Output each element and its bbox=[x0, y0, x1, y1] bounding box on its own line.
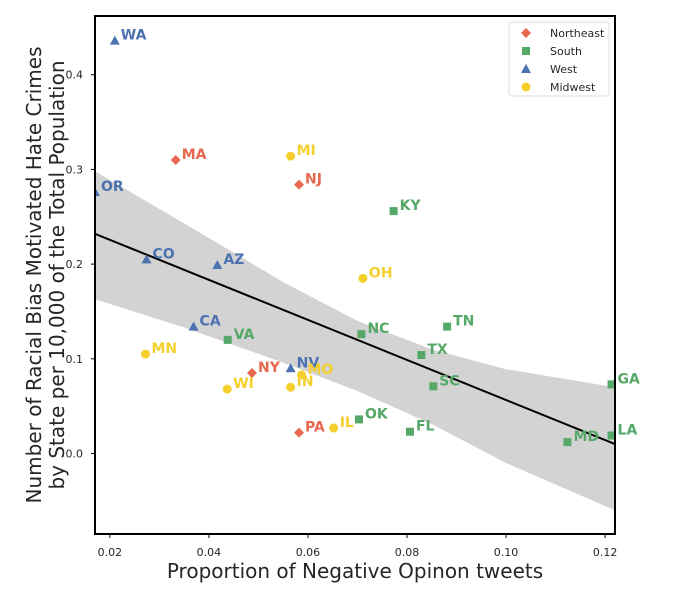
point-ky bbox=[389, 207, 398, 216]
legend: Northeast South West Midwest bbox=[508, 21, 610, 97]
point-in bbox=[286, 382, 296, 392]
legend-marker-south bbox=[522, 47, 530, 55]
legend-label-northeast: Northeast bbox=[550, 27, 605, 40]
point-md bbox=[563, 438, 572, 447]
label-mi: MI bbox=[297, 143, 316, 159]
x-tick-label: 0.10 bbox=[494, 546, 519, 559]
y-tick-label: 0.4 bbox=[66, 69, 84, 82]
label-ga: GA bbox=[618, 371, 640, 387]
label-va: VA bbox=[234, 327, 255, 343]
x-tick-label: 0.02 bbox=[98, 546, 123, 559]
y-axis-label-line-2: by State per 10,000 of the Total Populat… bbox=[45, 60, 69, 489]
label-ny: NY bbox=[258, 360, 281, 376]
point-ok bbox=[354, 415, 363, 424]
point-wi bbox=[222, 384, 232, 394]
point-wa bbox=[109, 35, 120, 45]
plot-frame bbox=[94, 15, 616, 535]
point-ga bbox=[607, 380, 615, 389]
label-wi: WI bbox=[233, 376, 254, 392]
label-nv: NV bbox=[297, 355, 320, 371]
legend-label-south: South bbox=[550, 45, 582, 58]
label-il: IL bbox=[340, 415, 354, 431]
point-nv bbox=[285, 363, 296, 373]
y-tick-label: 0.2 bbox=[66, 258, 84, 271]
legend-label-midwest: Midwest bbox=[550, 81, 596, 94]
data-points bbox=[95, 35, 615, 447]
point-ny bbox=[246, 368, 257, 379]
point-ca bbox=[188, 321, 199, 331]
label-in: IN bbox=[297, 374, 314, 390]
point-or bbox=[95, 187, 100, 197]
label-md: MD bbox=[573, 429, 599, 445]
point-la bbox=[607, 431, 615, 440]
label-la: LA bbox=[618, 423, 638, 439]
legend-label-west: West bbox=[550, 63, 578, 76]
label-oh: OH bbox=[369, 265, 393, 281]
x-tick-label: 0.04 bbox=[197, 546, 222, 559]
label-ma: MA bbox=[182, 147, 207, 163]
x-tick-label: 0.06 bbox=[296, 546, 321, 559]
point-il bbox=[329, 423, 339, 433]
point-nj bbox=[294, 179, 305, 190]
point-sc bbox=[429, 382, 438, 391]
y-axis-ticks: 0.0 0.1 0.2 0.3 0.4 bbox=[66, 69, 95, 461]
label-az: AZ bbox=[223, 252, 244, 268]
label-ky: KY bbox=[400, 198, 422, 214]
regression-line bbox=[95, 232, 615, 445]
x-axis-ticks: 0.02 0.04 0.06 0.08 0.10 0.12 bbox=[98, 534, 618, 559]
legend-box bbox=[508, 21, 610, 97]
y-tick-label: 0.0 bbox=[66, 448, 84, 461]
label-wa: WA bbox=[121, 28, 147, 44]
confidence-band bbox=[95, 171, 615, 511]
point-oh bbox=[358, 273, 368, 283]
legend-marker-midwest bbox=[521, 82, 531, 92]
label-co: CO bbox=[153, 246, 175, 262]
label-tx: TX bbox=[427, 342, 448, 358]
label-mo: MO bbox=[308, 362, 334, 378]
point-va bbox=[223, 335, 232, 344]
state-labels: MA NJ NY PA KY VA NC TN TX SC OK FL GA MD LA WA OR CO AZ CA… bbox=[101, 28, 640, 446]
x-tick-label: 0.12 bbox=[593, 546, 618, 559]
label-tn: TN bbox=[453, 314, 474, 330]
point-ma bbox=[170, 154, 181, 165]
point-co bbox=[141, 254, 152, 264]
label-nc: NC bbox=[367, 321, 389, 337]
label-or: OR bbox=[101, 179, 124, 195]
label-fl: FL bbox=[416, 419, 435, 435]
x-axis-label: Proportion of Negative Opinon tweets bbox=[167, 559, 543, 583]
point-nc bbox=[357, 330, 366, 339]
y-tick-label: 0.3 bbox=[66, 163, 84, 176]
label-nj: NJ bbox=[305, 172, 322, 188]
y-tick-label: 0.1 bbox=[66, 353, 84, 366]
point-fl bbox=[405, 427, 414, 436]
x-tick-label: 0.08 bbox=[395, 546, 420, 559]
point-mi bbox=[286, 151, 296, 161]
label-ca: CA bbox=[200, 314, 221, 330]
point-mo bbox=[297, 370, 307, 380]
label-pa: PA bbox=[305, 420, 325, 436]
point-tx bbox=[417, 351, 426, 360]
point-az bbox=[212, 260, 223, 270]
label-mn: MN bbox=[152, 341, 178, 357]
point-tn bbox=[443, 322, 452, 331]
label-sc: SC bbox=[439, 373, 459, 389]
label-ok: OK bbox=[365, 406, 389, 422]
legend-marker-northeast bbox=[521, 28, 531, 38]
y-axis-label-line-1: Number of Racial Bias Motivated Hate Cri… bbox=[22, 46, 46, 503]
legend-marker-west bbox=[521, 64, 531, 73]
point-pa bbox=[294, 427, 305, 438]
point-mn bbox=[141, 349, 151, 359]
